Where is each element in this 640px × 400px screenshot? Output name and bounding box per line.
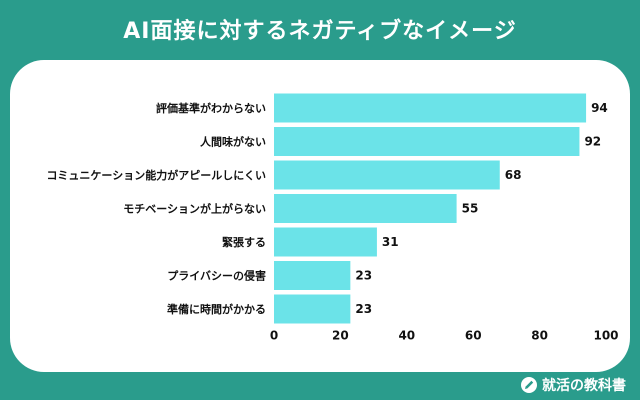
- category-label: 人間味がない: [200, 135, 266, 149]
- page-title: AI面接に対するネガティブなイメージ: [123, 19, 517, 44]
- bar: [274, 160, 500, 190]
- pencil-logo-icon: [521, 377, 537, 393]
- bar-chart: 評価基準がわからない人間味がないコミュニケーション能力がアピールしにくいモチベー…: [46, 93, 619, 343]
- value-label: 23: [355, 302, 372, 316]
- category-label: プライバシーの侵害: [167, 269, 266, 283]
- bar: [274, 261, 351, 290]
- value-label: 55: [462, 202, 479, 216]
- x-tick-label: 100: [593, 329, 618, 343]
- x-axis: 0 20 40 60 80 100: [270, 329, 619, 343]
- x-tick-label: 60: [465, 329, 482, 343]
- bar: [274, 194, 457, 223]
- x-tick-label: 20: [332, 329, 349, 343]
- category-label: 緊張する: [222, 236, 266, 249]
- value-label: 92: [584, 135, 601, 149]
- bar: [274, 227, 377, 257]
- bar: [274, 93, 587, 123]
- category-labels: 評価基準がわからない人間味がないコミュニケーション能力がアピールしにくいモチベー…: [46, 101, 266, 316]
- brand-name: 就活の教科書: [542, 378, 626, 394]
- category-label: コミュニケーション能力がアピールしにくい: [46, 168, 266, 182]
- x-tick-label: 40: [398, 329, 415, 343]
- category-label: 準備に時間がかかる: [167, 302, 266, 316]
- x-tick-label: 0: [270, 329, 278, 343]
- bars-layer: [274, 93, 587, 324]
- value-labels: 94 92 68 55 31 23 23: [355, 101, 607, 316]
- value-label: 23: [355, 269, 372, 283]
- value-label: 94: [591, 101, 608, 115]
- category-label: 評価基準がわからない: [156, 101, 266, 115]
- value-label: 68: [505, 168, 522, 182]
- chart-card: 評価基準がわからない人間味がないコミュニケーション能力がアピールしにくいモチベー…: [10, 60, 630, 372]
- category-label: モチベーションが上がらない: [123, 202, 266, 216]
- x-tick-label: 80: [531, 329, 548, 343]
- bar: [274, 294, 351, 324]
- brand-footer: 就活の教科書: [521, 374, 626, 396]
- bar: [274, 127, 580, 156]
- value-label: 31: [382, 235, 399, 249]
